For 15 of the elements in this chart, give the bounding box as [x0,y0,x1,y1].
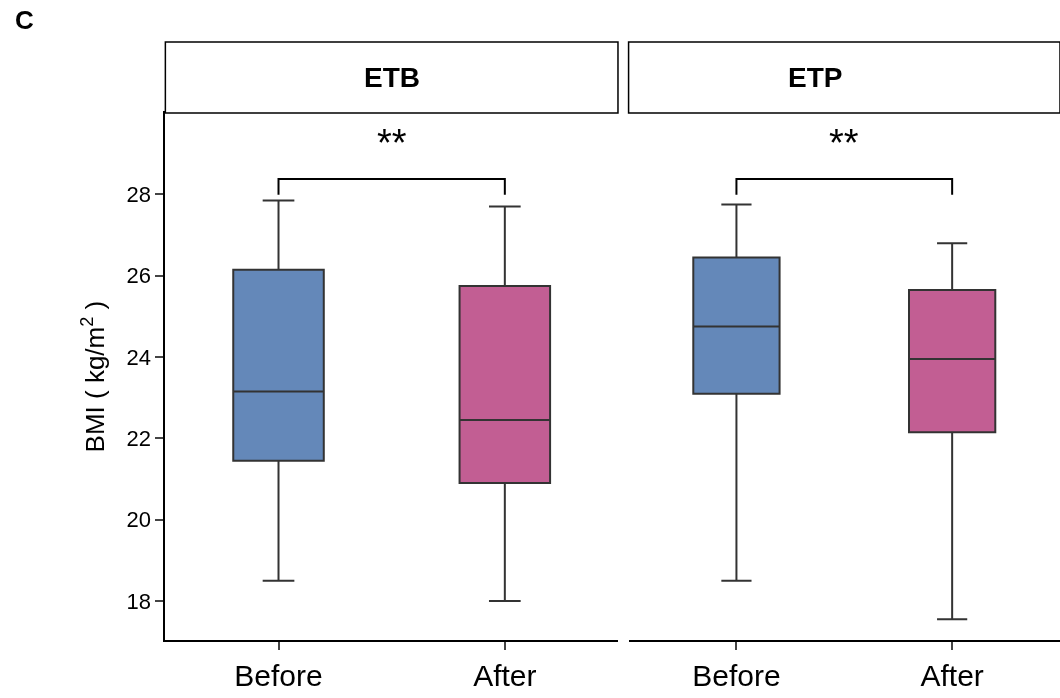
x-tick-label: After [473,659,537,693]
x-tick-label: After [920,659,984,693]
y-tick-label: 20 [126,507,151,533]
x-tick-label: Before [234,659,323,693]
text: C [15,5,34,35]
chart-title: ETB [364,62,420,93]
y-tick-label: 26 [126,263,151,289]
annotation: ** [377,122,407,164]
x-tick-label: Before [692,659,781,693]
y-tick-label: 24 [126,344,151,370]
y-tick-label: 28 [126,182,151,208]
chart-title: ETP [788,62,843,93]
y-tick-label: 22 [126,426,151,452]
y-tick-label: 18 [126,588,151,614]
annotation: ** [829,122,859,164]
